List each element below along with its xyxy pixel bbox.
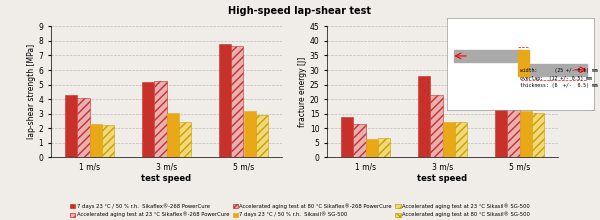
Bar <box>154 81 167 157</box>
Y-axis label: lap-shear strength [MPa]: lap-shear strength [MPa] <box>27 44 36 139</box>
Bar <box>455 122 467 157</box>
Legend: 7 days 23 °C / 50 % r.h.  Sikaflex®-268 PowerCure, Accelerated aging test at 23 : 7 days 23 °C / 50 % r.h. Sikaflex®-268 P… <box>70 204 530 217</box>
Bar <box>532 113 544 157</box>
Bar <box>418 76 430 157</box>
X-axis label: test speed: test speed <box>418 174 467 183</box>
Bar <box>142 82 154 157</box>
Bar <box>89 124 102 157</box>
Text: High-speed lap-shear test: High-speed lap-shear test <box>229 6 371 15</box>
Bar <box>102 125 114 157</box>
Bar <box>179 122 191 157</box>
X-axis label: test speed: test speed <box>142 174 191 183</box>
Bar <box>430 95 443 157</box>
Y-axis label: fracture energy [J]: fracture energy [J] <box>298 57 307 127</box>
Bar <box>454 50 521 62</box>
Bar <box>219 44 231 157</box>
Bar <box>378 138 390 157</box>
Bar <box>231 46 244 157</box>
Bar <box>507 42 520 157</box>
Bar <box>521 64 587 76</box>
Bar <box>518 50 529 76</box>
Bar <box>353 124 365 157</box>
Bar <box>520 111 532 157</box>
Bar <box>77 98 89 157</box>
Bar <box>244 111 256 157</box>
Bar <box>167 113 179 157</box>
Bar <box>443 122 455 157</box>
Text: width:      (25 +/- 0.1) mm
overlap:  (12 +/- 0.5) mm
thickness: (6  +/-  0.5) m: width: (25 +/- 0.1) mm overlap: (12 +/- … <box>521 68 598 88</box>
Bar <box>495 40 507 157</box>
Bar <box>65 95 77 157</box>
Bar <box>365 139 378 157</box>
Bar <box>341 117 353 157</box>
Bar <box>256 116 268 157</box>
